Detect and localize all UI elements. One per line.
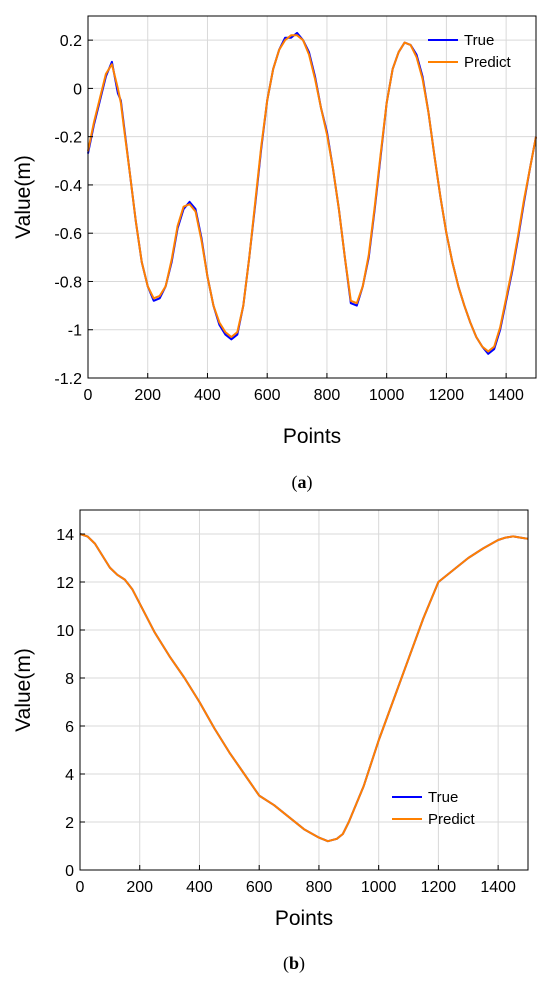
y-axis-label: Value(m) [12, 648, 35, 732]
x-axis-label: Points [283, 425, 341, 448]
legend: True Predict [392, 789, 476, 828]
legend-label-true: True [464, 32, 494, 49]
legend: True Predict [428, 32, 512, 71]
y-tick-label: 4 [65, 767, 74, 784]
caption-letter: a [298, 472, 307, 492]
chart-a: 0 200 400 600 800 1000 1200 1400 -1.2 -1 -0.8 -0.6 -… [12, 15, 537, 493]
x-tick-label: 200 [126, 879, 153, 896]
x-tick-label: 0 [84, 387, 93, 404]
y-tick-label: 12 [56, 575, 74, 592]
x-tick-label: 800 [314, 387, 341, 404]
x-tick-label: 800 [306, 879, 333, 896]
y-tick-label: 14 [56, 527, 74, 544]
y-tick-label: 10 [56, 623, 74, 640]
x-tick-label: 600 [246, 879, 273, 896]
y-tick-label: 0 [73, 81, 82, 98]
x-tick-label: 1400 [480, 879, 516, 896]
x-tick-label: 200 [134, 387, 161, 404]
y-tick-label: -0.6 [54, 226, 82, 243]
legend-label-predict: Predict [464, 54, 512, 71]
x-tick-label: 400 [194, 387, 221, 404]
x-tick-label: 1000 [369, 387, 405, 404]
x-tick-label: 0 [76, 879, 85, 896]
figure-caption: (b) [283, 953, 305, 974]
y-tick-label: -0.8 [54, 274, 82, 291]
caption-letter: b [289, 953, 299, 973]
plot-frame [79, 509, 529, 871]
series-line-predict [87, 34, 537, 353]
caption-paren-open: ( [292, 472, 298, 493]
x-tick-label: 1400 [488, 387, 524, 404]
series-line-predict [79, 533, 529, 843]
y-tick-label: 0 [65, 863, 74, 880]
caption-paren-open: ( [283, 953, 289, 974]
x-tick-label: 1200 [421, 879, 457, 896]
y-axis-label: Value(m) [12, 155, 35, 239]
plot-area [88, 16, 536, 378]
legend-label-true: True [428, 789, 458, 806]
y-tick-label: -1.2 [54, 371, 82, 388]
x-tick-label: 600 [254, 387, 281, 404]
y-tick-label: 0.2 [60, 33, 82, 50]
x-tick-label: 1000 [361, 879, 397, 896]
y-tick-label: 8 [65, 671, 74, 688]
y-tick-label: -0.2 [54, 130, 82, 147]
y-tick-label: 2 [65, 815, 74, 832]
caption-paren-close: ) [307, 472, 313, 493]
y-tick-label: 6 [65, 719, 74, 736]
y-tick-label: -1 [68, 323, 82, 340]
figure-caption: (a) [292, 472, 313, 493]
x-axis-label: Points [275, 907, 333, 930]
plot-frame [87, 15, 537, 379]
legend-label-predict: Predict [428, 811, 476, 828]
chart-b: 0 200 400 600 800 1000 1200 1400 0 2 4 6 8 10 12 14 Poin… [12, 509, 529, 974]
x-tick-label: 400 [186, 879, 213, 896]
x-tick-label: 1200 [429, 387, 465, 404]
caption-paren-close: ) [299, 953, 305, 974]
y-tick-label: -0.4 [54, 178, 82, 195]
